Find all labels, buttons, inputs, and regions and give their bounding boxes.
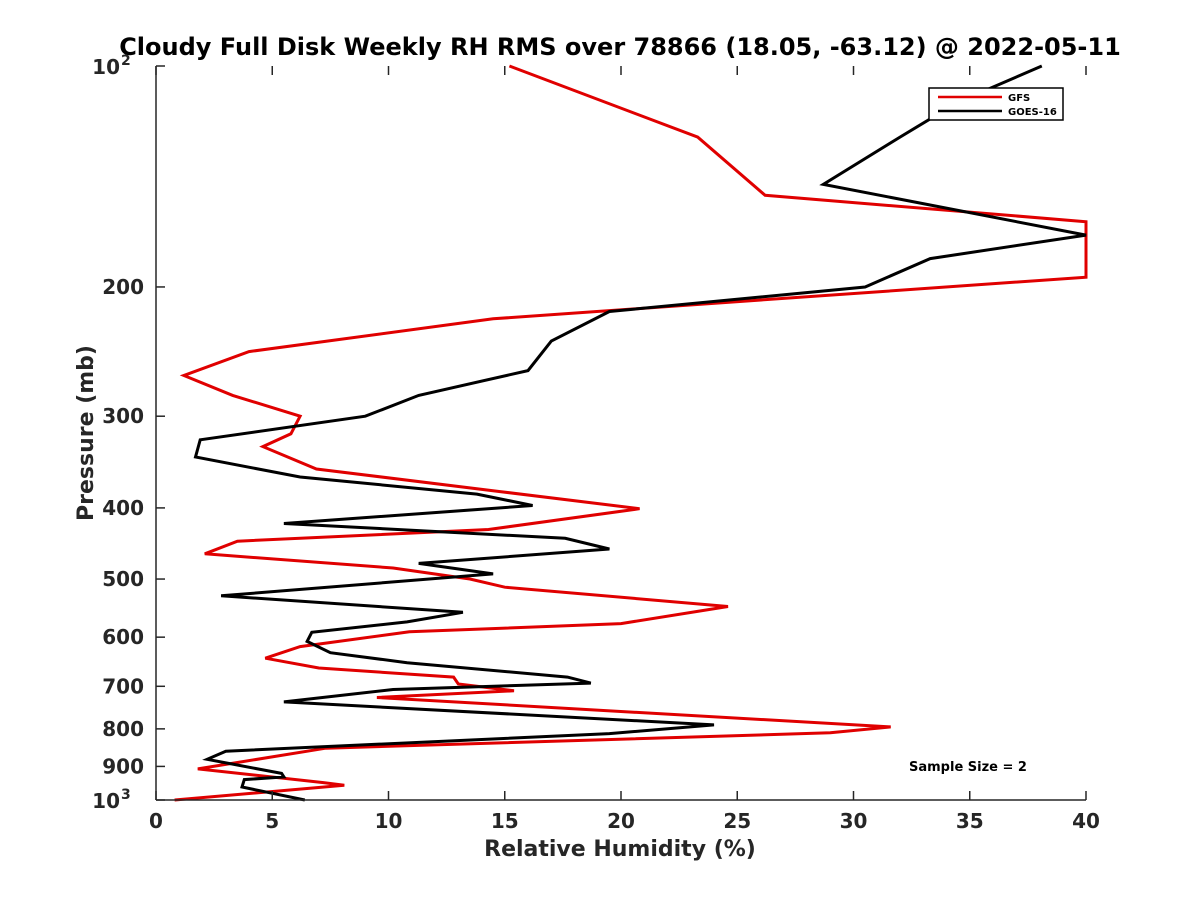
y-axis-label: Pressure (mb) bbox=[74, 345, 99, 521]
y-tick-label: 900 bbox=[102, 754, 144, 778]
y-tick-label: 500 bbox=[102, 567, 144, 591]
x-tick-label: 0 bbox=[149, 809, 163, 833]
sample-size-annotation: Sample Size = 2 bbox=[909, 760, 1027, 775]
y-tick-label: 400 bbox=[102, 496, 144, 520]
x-tick-label: 35 bbox=[956, 809, 984, 833]
chart-title: Cloudy Full Disk Weekly RH RMS over 7886… bbox=[119, 33, 1121, 61]
x-tick-label: 25 bbox=[723, 809, 751, 833]
x-tick-label: 20 bbox=[607, 809, 635, 833]
x-axis-label: Relative Humidity (%) bbox=[484, 837, 756, 862]
y-tick-label: 800 bbox=[102, 717, 144, 741]
x-tick-label: 5 bbox=[265, 809, 279, 833]
series-line-goes-16 bbox=[193, 64, 1087, 802]
x-tick-label: 30 bbox=[840, 809, 868, 833]
legend-label-goes-16: GOES-16 bbox=[1008, 107, 1057, 118]
series-layer bbox=[174, 64, 1088, 802]
legend-label-gfs: GFS bbox=[1008, 93, 1030, 104]
y-tick-label-base: 10 bbox=[92, 789, 120, 813]
x-tick-label: 10 bbox=[375, 809, 403, 833]
x-tick-label: 40 bbox=[1072, 809, 1100, 833]
y-tick-label: 300 bbox=[102, 404, 144, 428]
y-tick-label: 700 bbox=[102, 674, 144, 698]
plot-background bbox=[156, 66, 1086, 800]
plot-area: 0 5 10 15 20 25 30 35 40 10 220030040050060070080… bbox=[92, 53, 1100, 833]
legend-box bbox=[928, 87, 1064, 121]
legend: GFS GOES-16 bbox=[928, 87, 1064, 121]
y-tick-label-power: 10 3 bbox=[92, 787, 131, 813]
x-axis-ticks: 0 5 10 15 20 25 30 35 40 bbox=[149, 66, 1100, 833]
y-tick-label: 600 bbox=[102, 625, 144, 649]
y-tick-label-power: 10 2 bbox=[92, 53, 131, 79]
y-tick-label-exponent: 3 bbox=[121, 787, 131, 803]
y-tick-label-base: 10 bbox=[92, 55, 120, 79]
series-line-gfs bbox=[174, 64, 1088, 802]
y-tick-label: 200 bbox=[102, 275, 144, 299]
x-tick-label: 15 bbox=[491, 809, 519, 833]
y-tick-label-exponent: 2 bbox=[121, 53, 131, 69]
